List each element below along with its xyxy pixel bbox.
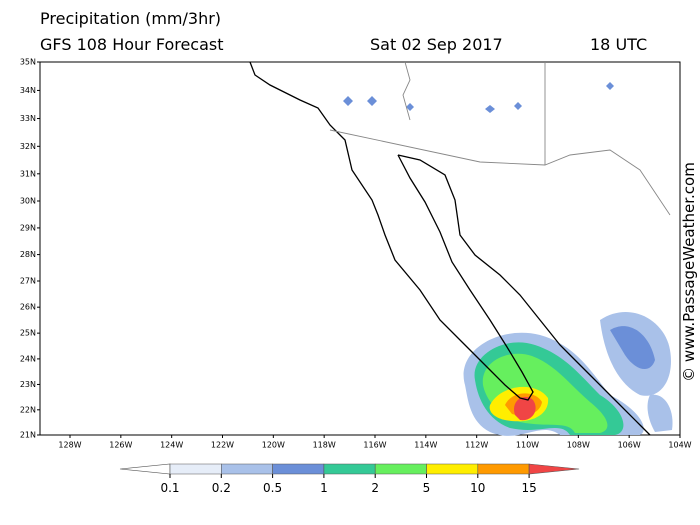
- lat-label: 27N: [20, 277, 36, 286]
- colorbar-label: 15: [521, 481, 536, 495]
- colorbar-swatch: [119, 463, 171, 475]
- colorbar-swatch: [169, 463, 222, 475]
- lat-label: 23N: [20, 380, 36, 389]
- lat-label: 21N: [20, 431, 36, 440]
- colorbar-label: 1: [320, 481, 328, 495]
- colorbar-swatch: [323, 463, 376, 475]
- colorbar-swatch: [374, 463, 427, 475]
- date: Sat 02 Sep 2017: [370, 35, 503, 54]
- lat-label: 28N: [20, 250, 36, 259]
- colorbar: 0.1 0.2 0.5 1 2 5 10 15: [119, 463, 580, 495]
- lat-label: 25N: [20, 329, 36, 338]
- colorbar-label: 10: [470, 481, 485, 495]
- colorbar-label: 5: [423, 481, 431, 495]
- colorbar-swatch: [477, 463, 530, 475]
- map: [39, 61, 681, 436]
- lat-label: 33N: [20, 114, 36, 123]
- lon-label: 128W: [58, 441, 81, 450]
- title: Precipitation (mm/3hr): [40, 9, 221, 28]
- colorbar-label: 2: [371, 481, 379, 495]
- lon-label: 106W: [618, 441, 641, 450]
- lon-label: 116W: [363, 441, 386, 450]
- lon-label: 112W: [465, 441, 488, 450]
- lat-label: 31N: [20, 169, 36, 178]
- colorbar-label: 0.2: [212, 481, 231, 495]
- lat-label: 22N: [20, 405, 36, 414]
- lat-label: 26N: [20, 303, 36, 312]
- precip: [343, 82, 673, 436]
- colorbar-swatch: [528, 463, 580, 475]
- model: GFS 108 Hour Forecast: [40, 35, 224, 54]
- colorbar-swatch: [426, 463, 479, 475]
- lon-label: 120W: [262, 441, 285, 450]
- lat-label: 34N: [20, 86, 36, 95]
- lon-label: 122W: [211, 441, 234, 450]
- lat-label: 32N: [20, 142, 36, 151]
- colorbar-swatch: [221, 463, 273, 475]
- lon-label: 104W: [668, 441, 691, 450]
- colorbar-swatch: [272, 463, 325, 475]
- colorbar-label: 0.1: [160, 481, 179, 495]
- lon-label: 124W: [160, 441, 183, 450]
- lon-label: 114W: [414, 441, 437, 450]
- lat-label: 35N: [20, 58, 36, 67]
- time: 18 UTC: [590, 35, 647, 54]
- lat-label: 24N: [20, 354, 36, 363]
- lon-label: 110W: [516, 441, 539, 450]
- lon-label: 126W: [109, 441, 132, 450]
- watermark: © www.PassageWeather.com: [680, 162, 698, 382]
- colorbar-label: 0.5: [263, 481, 282, 495]
- lon-label: 108W: [567, 441, 590, 450]
- lat-label: 30N: [20, 196, 36, 205]
- lat-label: 29N: [20, 223, 36, 232]
- lon-label: 118W: [313, 441, 336, 450]
